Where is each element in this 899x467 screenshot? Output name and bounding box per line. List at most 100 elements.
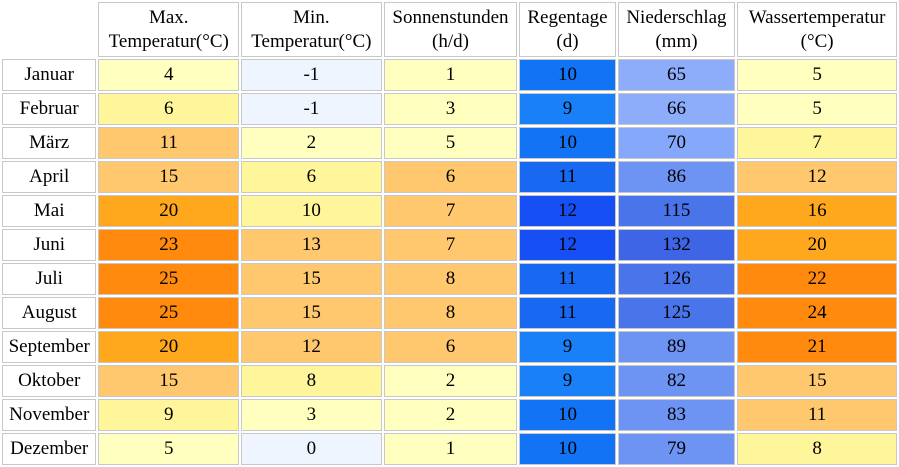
- cell-max-temperature: 20: [98, 331, 240, 363]
- cell-sunshine-hours: 6: [383, 161, 518, 193]
- cell-water-temperature: 24: [737, 297, 897, 329]
- cell-max-temperature: 9: [98, 399, 240, 431]
- header-water-temperature: Wassertemperatur (°C): [737, 2, 897, 57]
- cell-sunshine-hours: 7: [383, 195, 518, 227]
- cell-sunshine-hours: 1: [383, 59, 518, 91]
- cell-min-temperature: 10: [241, 195, 382, 227]
- cell-max-temperature: 15: [98, 161, 240, 193]
- cell-max-temperature: 4: [98, 59, 240, 91]
- month-label: März: [2, 127, 97, 159]
- cell-rain-days: 10: [519, 399, 616, 431]
- cell-max-temperature: 25: [98, 297, 240, 329]
- cell-rain-days: 9: [519, 93, 616, 125]
- cell-water-temperature: 21: [737, 331, 897, 363]
- cell-max-temperature: 5: [98, 433, 240, 465]
- cell-water-temperature: 5: [737, 93, 897, 125]
- month-label: Juni: [2, 229, 97, 261]
- cell-sunshine-hours: 1: [383, 433, 518, 465]
- cell-min-temperature: 15: [241, 297, 382, 329]
- table-row: Mai 20 10 7 12 115 16: [2, 195, 897, 227]
- cell-rain-days: 10: [519, 433, 616, 465]
- cell-water-temperature: 16: [737, 195, 897, 227]
- header-max-temperature: Max. Temperatur(°C): [98, 2, 240, 57]
- cell-min-temperature: 12: [241, 331, 382, 363]
- cell-precipitation: 65: [617, 59, 736, 91]
- month-label: Januar: [2, 59, 97, 91]
- cell-sunshine-hours: 8: [383, 263, 518, 295]
- cell-max-temperature: 20: [98, 195, 240, 227]
- cell-rain-days: 11: [519, 263, 616, 295]
- cell-max-temperature: 23: [98, 229, 240, 261]
- cell-max-temperature: 6: [98, 93, 240, 125]
- table-row: Juli 25 15 8 11 126 22: [2, 263, 897, 295]
- table-row: Juni 23 13 7 12 132 20: [2, 229, 897, 261]
- cell-precipitation: 86: [617, 161, 736, 193]
- cell-water-temperature: 15: [737, 365, 897, 397]
- cell-precipitation: 79: [617, 433, 736, 465]
- cell-precipitation: 126: [617, 263, 736, 295]
- table-row: April 15 6 6 11 86 12: [2, 161, 897, 193]
- month-label: Februar: [2, 93, 97, 125]
- cell-min-temperature: 3: [241, 399, 382, 431]
- cell-rain-days: 10: [519, 59, 616, 91]
- cell-precipitation: 70: [617, 127, 736, 159]
- header-min-temperature: Min. Temperatur(°C): [241, 2, 382, 57]
- month-label: November: [2, 399, 97, 431]
- cell-min-temperature: 15: [241, 263, 382, 295]
- cell-min-temperature: -1: [241, 59, 382, 91]
- table-row: Januar 4 -1 1 10 65 5: [2, 59, 897, 91]
- cell-water-temperature: 8: [737, 433, 897, 465]
- cell-precipitation: 83: [617, 399, 736, 431]
- cell-precipitation: 115: [617, 195, 736, 227]
- cell-precipitation: 132: [617, 229, 736, 261]
- month-label: Dezember: [2, 433, 97, 465]
- table-row: September 20 12 6 9 89 21: [2, 331, 897, 363]
- cell-precipitation: 82: [617, 365, 736, 397]
- cell-sunshine-hours: 2: [383, 365, 518, 397]
- cell-min-temperature: -1: [241, 93, 382, 125]
- cell-sunshine-hours: 3: [383, 93, 518, 125]
- month-label: Oktober: [2, 365, 97, 397]
- cell-water-temperature: 7: [737, 127, 897, 159]
- table-row: Oktober 15 8 2 9 82 15: [2, 365, 897, 397]
- table-row: Februar 6 -1 3 9 66 5: [2, 93, 897, 125]
- cell-rain-days: 11: [519, 161, 616, 193]
- cell-min-temperature: 6: [241, 161, 382, 193]
- header-rain-days: Regentage (d): [519, 2, 616, 57]
- cell-sunshine-hours: 8: [383, 297, 518, 329]
- cell-water-temperature: 5: [737, 59, 897, 91]
- month-label: September: [2, 331, 97, 363]
- cell-rain-days: 9: [519, 331, 616, 363]
- cell-rain-days: 9: [519, 365, 616, 397]
- header-sunshine-hours: Sonnenstunden (h/d): [383, 2, 518, 57]
- cell-water-temperature: 20: [737, 229, 897, 261]
- corner-cell: [2, 2, 96, 57]
- cell-min-temperature: 0: [241, 433, 382, 465]
- cell-sunshine-hours: 6: [383, 331, 518, 363]
- cell-rain-days: 12: [519, 229, 616, 261]
- cell-sunshine-hours: 5: [383, 127, 518, 159]
- cell-precipitation: 89: [617, 331, 736, 363]
- cell-water-temperature: 22: [737, 263, 897, 295]
- month-label: August: [2, 297, 97, 329]
- cell-water-temperature: 12: [737, 161, 897, 193]
- cell-precipitation: 125: [617, 297, 736, 329]
- header-row: Max. Temperatur(°C) Min. Temperatur(°C) So…: [2, 2, 897, 57]
- table-row: November 9 3 2 10 83 11: [2, 399, 897, 431]
- cell-min-temperature: 2: [241, 127, 382, 159]
- cell-min-temperature: 13: [241, 229, 382, 261]
- header-precipitation: Niederschlag (mm): [617, 2, 736, 57]
- month-label: Mai: [2, 195, 97, 227]
- month-label: Juli: [2, 263, 97, 295]
- table-row: Dezember 5 0 1 10 79 8: [2, 433, 897, 465]
- table-row: März 11 2 5 10 70 7: [2, 127, 897, 159]
- cell-max-temperature: 11: [98, 127, 240, 159]
- cell-sunshine-hours: 2: [383, 399, 518, 431]
- cell-max-temperature: 25: [98, 263, 240, 295]
- cell-precipitation: 66: [617, 93, 736, 125]
- cell-max-temperature: 15: [98, 365, 240, 397]
- cell-rain-days: 12: [519, 195, 616, 227]
- table-row: August 25 15 8 11 125 24: [2, 297, 897, 329]
- cell-min-temperature: 8: [241, 365, 382, 397]
